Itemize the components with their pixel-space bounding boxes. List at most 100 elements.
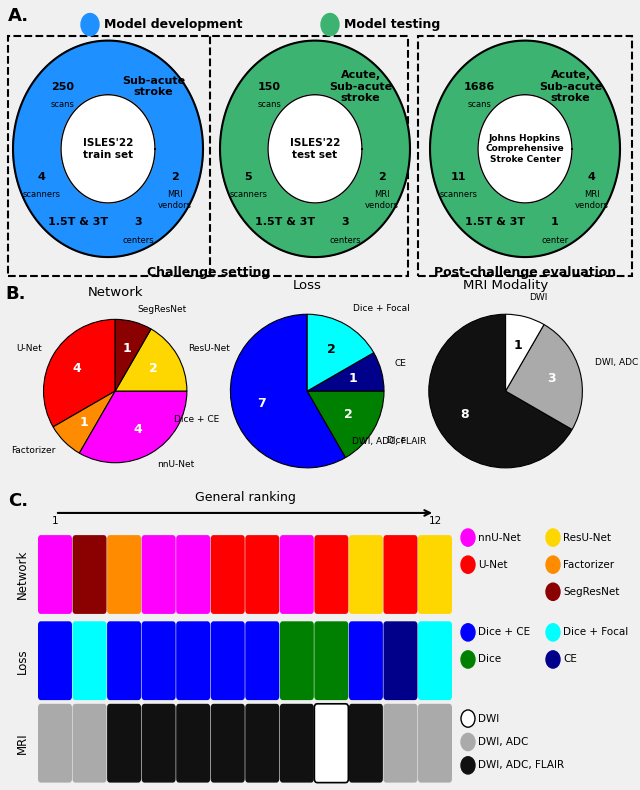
Text: 1: 1	[551, 217, 559, 228]
Text: 250: 250	[51, 81, 74, 92]
Wedge shape	[53, 391, 115, 453]
Text: 2: 2	[171, 171, 179, 182]
Text: scanners: scanners	[229, 190, 268, 199]
Text: DWI, ADC, FLAIR: DWI, ADC, FLAIR	[351, 437, 426, 446]
Polygon shape	[430, 40, 620, 257]
Text: 4: 4	[133, 423, 142, 436]
Text: 1.5T & 3T: 1.5T & 3T	[465, 217, 525, 228]
Text: ResU-Net: ResU-Net	[188, 344, 230, 353]
Text: General ranking: General ranking	[195, 491, 296, 504]
Text: scans: scans	[51, 100, 74, 109]
Text: 1.5T & 3T: 1.5T & 3T	[255, 217, 315, 228]
Text: 150: 150	[258, 81, 281, 92]
FancyBboxPatch shape	[314, 535, 348, 614]
Text: CE: CE	[395, 359, 406, 367]
Text: ResU-Net: ResU-Net	[563, 532, 611, 543]
FancyBboxPatch shape	[349, 704, 383, 783]
FancyBboxPatch shape	[107, 704, 141, 783]
Text: MRI
vendors: MRI vendors	[575, 190, 609, 209]
Text: 1: 1	[513, 339, 522, 352]
FancyBboxPatch shape	[383, 704, 417, 783]
FancyBboxPatch shape	[141, 621, 175, 700]
FancyBboxPatch shape	[211, 704, 244, 783]
Text: A.: A.	[8, 7, 29, 25]
FancyBboxPatch shape	[38, 704, 72, 783]
Text: 11: 11	[451, 171, 466, 182]
Text: MRI
vendors: MRI vendors	[157, 190, 192, 209]
FancyBboxPatch shape	[72, 704, 106, 783]
Polygon shape	[13, 40, 203, 257]
Text: DWI: DWI	[478, 713, 499, 724]
Text: U-Net: U-Net	[478, 559, 508, 570]
FancyBboxPatch shape	[418, 621, 452, 700]
FancyBboxPatch shape	[38, 621, 72, 700]
FancyBboxPatch shape	[418, 535, 452, 614]
FancyBboxPatch shape	[280, 704, 314, 783]
Text: MRI
vendors: MRI vendors	[365, 190, 399, 209]
FancyBboxPatch shape	[418, 704, 452, 783]
Text: SegResNet: SegResNet	[137, 305, 186, 314]
FancyBboxPatch shape	[176, 704, 210, 783]
Text: DWI, ADC: DWI, ADC	[595, 358, 638, 367]
Text: Dice + CE: Dice + CE	[478, 627, 530, 638]
FancyBboxPatch shape	[245, 621, 279, 700]
Circle shape	[461, 757, 475, 774]
Polygon shape	[220, 40, 410, 257]
Text: SegResNet: SegResNet	[563, 587, 620, 596]
Text: DWI: DWI	[529, 293, 548, 302]
FancyBboxPatch shape	[383, 621, 417, 700]
FancyBboxPatch shape	[72, 621, 106, 700]
Circle shape	[461, 651, 475, 668]
Circle shape	[461, 556, 475, 574]
Text: 1: 1	[79, 416, 88, 429]
Text: scanners: scanners	[439, 190, 477, 199]
Text: Factorizer: Factorizer	[11, 446, 56, 455]
Wedge shape	[506, 314, 544, 391]
Text: 3: 3	[134, 217, 142, 228]
FancyBboxPatch shape	[141, 535, 175, 614]
Text: MRI: MRI	[15, 732, 29, 754]
Text: Loss: Loss	[15, 648, 29, 674]
Text: centers: centers	[122, 236, 154, 245]
Text: DWI, ADC, FLAIR: DWI, ADC, FLAIR	[478, 760, 564, 770]
Text: 2: 2	[326, 344, 335, 356]
Text: 1: 1	[122, 341, 131, 355]
Text: 1.5T & 3T: 1.5T & 3T	[48, 217, 108, 228]
Text: 2: 2	[149, 363, 158, 375]
Title: Network: Network	[88, 286, 143, 299]
FancyBboxPatch shape	[107, 621, 141, 700]
Text: 3: 3	[341, 217, 349, 228]
Text: CE: CE	[563, 654, 577, 664]
Polygon shape	[478, 95, 572, 203]
Title: Loss: Loss	[292, 280, 322, 292]
Circle shape	[81, 13, 99, 36]
Text: Dice: Dice	[478, 654, 501, 664]
Text: 4: 4	[588, 171, 596, 182]
Text: Sub-acute
stroke: Sub-acute stroke	[122, 76, 185, 97]
Circle shape	[546, 624, 560, 641]
Wedge shape	[506, 325, 582, 430]
Circle shape	[546, 556, 560, 574]
Wedge shape	[44, 319, 115, 427]
Circle shape	[546, 583, 560, 600]
Text: B.: B.	[5, 285, 26, 303]
Text: scans: scans	[467, 100, 492, 109]
Text: center: center	[541, 236, 568, 245]
Text: 12: 12	[428, 516, 442, 526]
Text: Johns Hopkins
Comprehensive
Stroke Center: Johns Hopkins Comprehensive Stroke Cente…	[486, 134, 564, 164]
Text: scans: scans	[257, 100, 282, 109]
Text: 8: 8	[460, 408, 468, 421]
Text: 2: 2	[378, 171, 385, 182]
Wedge shape	[230, 314, 346, 468]
Circle shape	[321, 13, 339, 36]
FancyBboxPatch shape	[314, 704, 348, 783]
Circle shape	[546, 651, 560, 668]
Text: Acute,
Sub-acute
stroke: Acute, Sub-acute stroke	[329, 70, 392, 103]
FancyBboxPatch shape	[38, 535, 72, 614]
Text: 7: 7	[257, 397, 266, 410]
Wedge shape	[307, 391, 384, 457]
Text: 2: 2	[344, 408, 353, 421]
FancyBboxPatch shape	[141, 704, 175, 783]
Text: Dice + Focal: Dice + Focal	[563, 627, 628, 638]
FancyBboxPatch shape	[245, 704, 279, 783]
